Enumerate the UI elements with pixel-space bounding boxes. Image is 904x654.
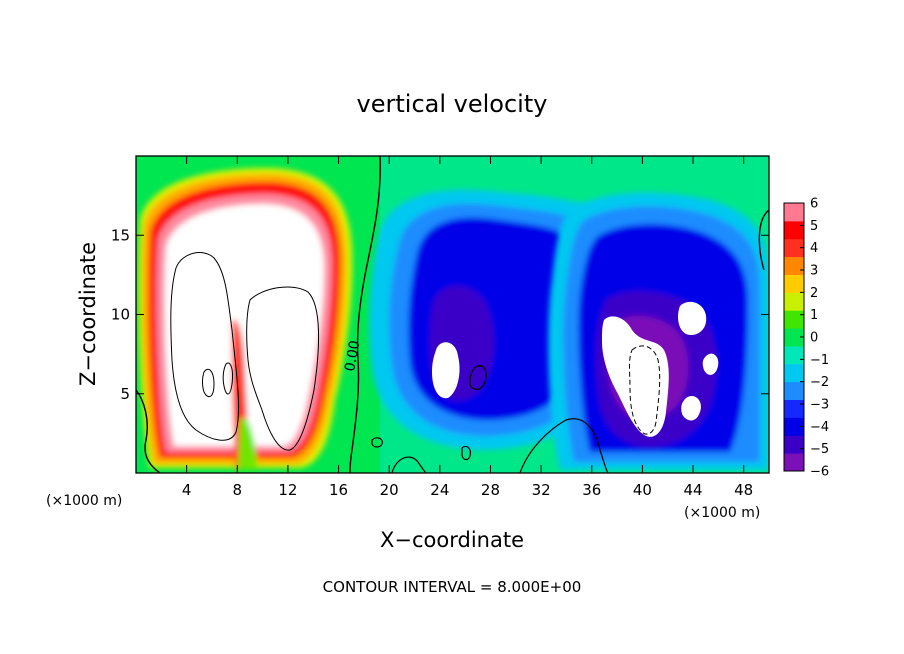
contour-updraft-inner-a [202, 368, 215, 398]
blob-east-small-b [681, 395, 701, 421]
y-axis-title: Z−coordinate [76, 242, 100, 386]
contour-zero-right [758, 209, 769, 271]
contour-zero-main [349, 156, 381, 473]
x-tick-label: 48 [734, 481, 753, 499]
colorbar-swatch [784, 399, 804, 418]
x-tick-label: 8 [233, 481, 243, 499]
x-tick-label: 12 [278, 481, 297, 499]
colorbar-swatch [784, 203, 804, 222]
colorbar-swatch [784, 345, 804, 365]
colorbar: 6 5 4 3 2 1 0 −1 −2 −3 −4 −5 −6 [783, 197, 829, 480]
contour-zero-bottom-b [391, 456, 427, 473]
updraft-split-green [238, 417, 258, 470]
colorbar-swatch [784, 274, 804, 293]
white-saturated-blobs [432, 301, 719, 437]
contour-zero-bottom-a [519, 418, 609, 473]
colorbar-swatches [784, 203, 804, 472]
y-tick-label: 15 [111, 226, 130, 244]
contour-interval-annotation: CONTOUR INTERVAL = 8.000E+00 [323, 578, 582, 596]
contour-small-loop-a [469, 365, 487, 390]
colorbar-tick-label: 4 [810, 241, 818, 256]
colorbar-tick-label: 3 [810, 264, 818, 279]
updraft-core-white [164, 204, 325, 446]
contour-dashed-negative [629, 345, 661, 435]
y-tick-label: 5 [120, 385, 130, 403]
colorbar-tick-label: −3 [810, 398, 829, 413]
blob-east-small-a [702, 353, 719, 375]
colorbar-tick-label: −5 [810, 442, 829, 457]
colorbar-swatch [784, 435, 804, 454]
colorbar-swatch [784, 220, 804, 240]
x-axis-unit-right: (×1000 m) [684, 505, 760, 521]
contour-small-loop-b [371, 437, 383, 448]
colorbar-tick-label: −4 [810, 420, 829, 435]
colorbar-swatch [784, 310, 804, 329]
colorbar-swatch [784, 363, 804, 383]
colorbar-tick-label: 6 [810, 197, 818, 212]
colorbar-tick-label: −6 [810, 465, 829, 480]
x-tick-label: 28 [481, 481, 500, 499]
colorbar-tick-label: 5 [810, 219, 818, 234]
x-tick-label: 16 [329, 481, 348, 499]
x-axis-ticks: 4 8 12 16 20 24 28 32 36 40 44 48 [182, 156, 753, 499]
colorbar-swatch [784, 256, 804, 275]
contour-small-loop-c [461, 445, 471, 461]
contour-updraft-left [170, 252, 240, 441]
colorbar-tick-label: 2 [810, 286, 818, 301]
colorbar-tick-label: −1 [810, 353, 829, 368]
colorbar-ticks: 6 5 4 3 2 1 0 −1 −2 −3 −4 −5 −6 [800, 197, 829, 480]
x-tick-label: 20 [380, 481, 399, 499]
x-axis-unit-left: (×1000 m) [46, 493, 122, 509]
x-tick-label: 24 [430, 481, 449, 499]
contour-label: 0.00 [342, 339, 363, 372]
colorbar-tick-label: 0 [810, 331, 818, 346]
y-axis-ticks: 5 10 15 [111, 226, 769, 403]
x-tick-label: 36 [582, 481, 601, 499]
x-axis-title: X−coordinate [380, 528, 524, 552]
contour-lines [136, 156, 769, 473]
contour-updraft-right [246, 286, 320, 451]
colorbar-swatch [784, 238, 804, 258]
contour-zero-left [136, 389, 161, 473]
colorbar-swatch [784, 328, 804, 347]
colorbar-swatch [784, 417, 804, 436]
blob-east-large [602, 316, 669, 437]
contour-updraft-inner-b [222, 362, 233, 395]
x-tick-label: 4 [182, 481, 192, 499]
blob-west [432, 342, 460, 399]
colorbar-swatch [784, 381, 804, 401]
x-tick-label: 32 [532, 481, 551, 499]
colorbar-swatch [784, 292, 804, 311]
chart-title: vertical velocity [357, 90, 548, 118]
x-tick-label: 40 [633, 481, 652, 499]
x-tick-label: 44 [683, 481, 702, 499]
colorbar-tick-label: 1 [810, 308, 818, 323]
colorbar-swatch [784, 453, 804, 472]
y-tick-label: 10 [111, 306, 130, 324]
colorbar-tick-label: −2 [810, 375, 829, 390]
updraft-region [138, 168, 353, 470]
blob-east-upper [678, 301, 707, 336]
